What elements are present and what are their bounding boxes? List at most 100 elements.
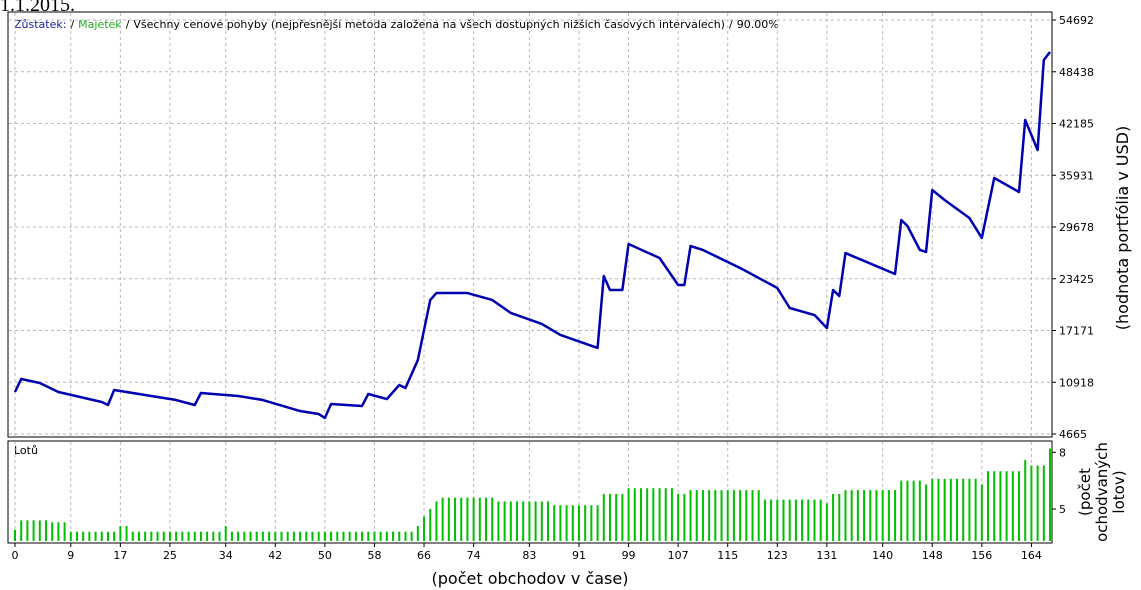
lot-bar [113,531,116,541]
lot-bar [168,531,171,541]
lot-bar [900,480,903,541]
lot-bar [739,490,742,541]
lot-bar [305,531,308,541]
x-tick-label: 140 [872,549,893,562]
lot-bar [243,531,246,541]
lot-bar [894,490,897,541]
lot-bar [540,501,543,541]
lot-bar [720,490,723,541]
lot-bar [571,505,574,541]
lot-bar [689,490,692,541]
lot-bar [683,493,686,541]
lot-bar [931,478,934,541]
lot-bar [528,501,531,541]
lot-bar [553,505,556,541]
lot-bar [38,520,41,541]
lot-bar [82,531,85,541]
lot-bar [652,488,655,541]
lot-bar [193,531,196,541]
lot-bar [26,520,29,541]
lot-bar [968,478,971,541]
lot-bar [788,499,791,541]
x-tick-label: 0 [12,549,19,562]
lot-bar [429,509,432,541]
lot-bar [670,488,673,541]
lot-bar [509,501,512,541]
legend-item: Zůstatek: [14,18,66,31]
lot-bar [57,522,60,541]
separator: / [126,18,130,31]
lot-bar [268,531,271,541]
y-tick-label: 23425 [1059,273,1094,286]
lot-bar [956,478,959,541]
lot-bar [69,531,72,541]
lot-bar [962,478,965,541]
lot-bar [274,531,277,541]
quality: 90.00% [737,18,779,31]
x-tick-label: 156 [971,549,992,562]
lot-bar [466,497,469,541]
lot-bar [633,488,636,541]
x-tick-label: 9 [67,549,74,562]
lot-bar [100,531,103,541]
lot-bar [454,497,457,541]
x-tick-label: 115 [717,549,738,562]
lot-bar [757,490,760,541]
y-tick-label: 8 [1059,446,1066,459]
lot-bar [367,531,370,541]
lot-bar [385,531,388,541]
lot-bar [336,531,339,541]
lot-bar [763,499,766,541]
lot-bar [813,499,816,541]
lot-bar [776,499,779,541]
x-tick-label: 99 [622,549,636,562]
x-axis-label: (počet obchodov v čase) [432,569,629,588]
lot-bar [373,531,376,541]
lot-bar [1024,459,1027,541]
x-tick-label: 123 [767,549,788,562]
y-tick-label: 4665 [1059,428,1087,441]
y-tick-label: 54692 [1059,14,1094,27]
lot-bar [44,520,47,541]
lot-bar [317,531,320,541]
x-tick-label: 58 [367,549,381,562]
lot-bar [323,531,326,541]
x-tick-label: 148 [922,549,943,562]
lot-bar [249,531,252,541]
lot-bar [478,497,481,541]
lot-bar [199,531,202,541]
lot-bar [615,493,618,541]
lot-bar [875,490,878,541]
lot-bar [596,505,599,541]
lot-bar [714,490,717,541]
lot-bar [175,531,178,541]
lot-bar [1049,448,1051,541]
lot-bar [522,501,525,541]
lot-bar [32,520,35,541]
lot-bar [565,505,568,541]
y-tick-label: 5 [1059,503,1066,516]
lot-bar [497,501,500,541]
lot-bar [751,490,754,541]
lot-bar [584,505,587,541]
lot-bar [627,488,630,541]
lot-bar [701,490,704,541]
y-tick-label: 10918 [1059,376,1094,389]
lot-bar [658,488,661,541]
lot-bar [435,501,438,541]
lot-bar [794,499,797,541]
lot-bar [410,531,413,541]
lot-bar [348,531,351,541]
lot-bar [280,531,283,541]
lot-bar [807,499,810,541]
lot-bar [577,505,580,541]
lot-bar [590,505,593,541]
lot-bar [887,490,890,541]
lot-bar [14,529,16,541]
lot-bar [646,488,649,541]
lot-bar [119,526,122,541]
lot-bar [825,503,828,541]
lot-bar [404,531,407,541]
legend-item: Majetek [78,18,122,31]
lot-bar [237,531,240,541]
